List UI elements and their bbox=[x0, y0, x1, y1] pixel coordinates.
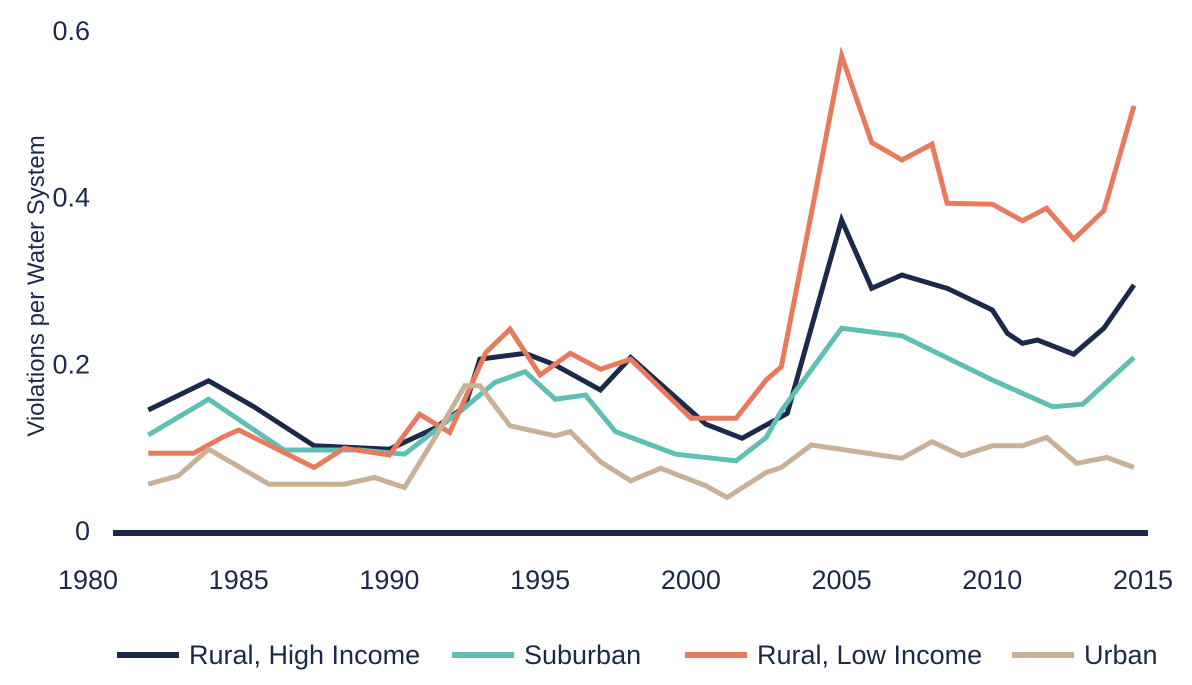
series-line-urban bbox=[147, 383, 1135, 501]
y-tick-label: 0.2 bbox=[52, 349, 90, 379]
x-tick-label: 2000 bbox=[661, 565, 721, 595]
x-tick-label: 2010 bbox=[962, 565, 1022, 595]
legend-label-rural-low-income: Rural, Low Income bbox=[757, 640, 982, 670]
x-tick-label: 1990 bbox=[359, 565, 419, 595]
series-lines bbox=[147, 46, 1137, 501]
x-tick-label: 2005 bbox=[812, 565, 872, 595]
series-line-rural-high-income bbox=[147, 212, 1137, 452]
y-axis-label: Violations per Water System bbox=[23, 135, 50, 436]
y-axis-ticks: 0 0.2 0.4 0.6 bbox=[52, 16, 90, 546]
legend: Rural, High Income Suburban Rural, Low Inc… bbox=[117, 640, 1158, 670]
y-tick-label: 0.4 bbox=[52, 183, 90, 213]
x-tick-label: 1985 bbox=[209, 565, 269, 595]
legend-label-rural-high-income: Rural, High Income bbox=[189, 640, 420, 670]
x-tick-label: 1995 bbox=[510, 565, 570, 595]
y-tick-label: 0.6 bbox=[52, 16, 90, 46]
x-tick-label: 2015 bbox=[1113, 565, 1173, 595]
legend-label-urban: Urban bbox=[1084, 640, 1158, 670]
series-line-rural-low-income bbox=[148, 46, 1137, 471]
x-tick-label: 1980 bbox=[58, 565, 118, 595]
legend-label-suburban: Suburban bbox=[524, 640, 641, 670]
x-axis-ticks: 1980 1985 1990 1995 2000 2005 2010 2015 bbox=[58, 565, 1173, 595]
y-tick-label: 0 bbox=[75, 516, 90, 546]
series-line-suburban bbox=[147, 325, 1136, 464]
